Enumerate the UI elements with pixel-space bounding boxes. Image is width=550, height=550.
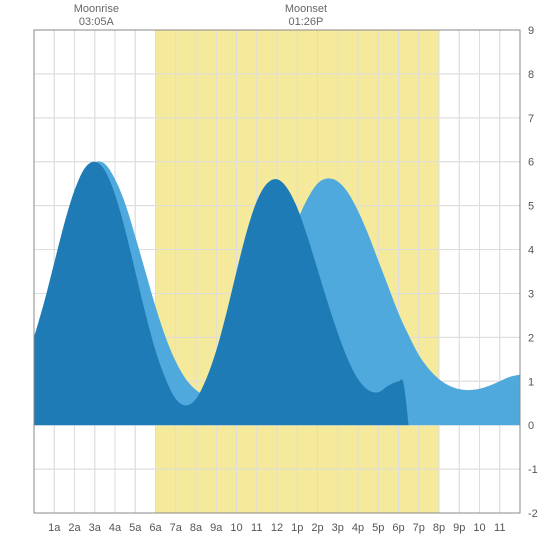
y-tick-label: 3 <box>528 288 534 300</box>
x-tick-label: 5p <box>372 522 384 534</box>
x-tick-label: 6a <box>149 522 162 534</box>
x-tick-label: 2a <box>68 522 81 534</box>
y-tick-label: 6 <box>528 157 534 169</box>
y-tick-label: 5 <box>528 201 534 213</box>
y-tick-label: -2 <box>528 508 538 520</box>
x-tick-label: 7a <box>170 522 183 534</box>
y-tick-label: 9 <box>528 25 534 37</box>
x-tick-label: 12 <box>271 522 283 534</box>
y-tick-label: 1 <box>528 376 534 388</box>
x-tick-label: 4a <box>109 522 122 534</box>
x-tick-label: 7p <box>413 522 425 534</box>
x-tick-label: 8p <box>433 522 445 534</box>
y-tick-label: 0 <box>528 420 534 432</box>
y-tick-label: 8 <box>528 69 534 81</box>
moonrise-time: 03:05A <box>79 16 115 28</box>
y-tick-label: 4 <box>528 245 534 257</box>
y-tick-label: 7 <box>528 113 534 125</box>
x-tick-label: 10 <box>473 522 485 534</box>
x-tick-label: 10 <box>230 522 242 534</box>
x-tick-label: 11 <box>494 522 505 534</box>
x-tick-label: 6p <box>392 522 404 534</box>
tide-chart: -2-101234567891a2a3a4a5a6a7a8a9a1011121p… <box>0 0 550 550</box>
x-tick-label: 9p <box>453 522 465 534</box>
x-tick-label: 1a <box>48 522 61 534</box>
x-tick-label: 3p <box>332 522 344 534</box>
x-tick-label: 8a <box>190 522 203 534</box>
x-tick-label: 2p <box>311 522 323 534</box>
y-tick-label: -1 <box>528 464 538 476</box>
moonset-time: 01:26P <box>289 16 324 28</box>
x-tick-label: 4p <box>352 522 364 534</box>
x-tick-label: 5a <box>129 522 142 534</box>
x-tick-label: 3a <box>89 522 102 534</box>
moonset-title: Moonset <box>285 3 327 15</box>
x-tick-label: 9a <box>210 522 223 534</box>
moonrise-title: Moonrise <box>74 3 119 15</box>
x-tick-label: 11 <box>251 522 262 534</box>
x-tick-label: 1p <box>291 522 303 534</box>
y-tick-label: 2 <box>528 332 534 344</box>
chart-svg: -2-101234567891a2a3a4a5a6a7a8a9a1011121p… <box>0 0 550 550</box>
